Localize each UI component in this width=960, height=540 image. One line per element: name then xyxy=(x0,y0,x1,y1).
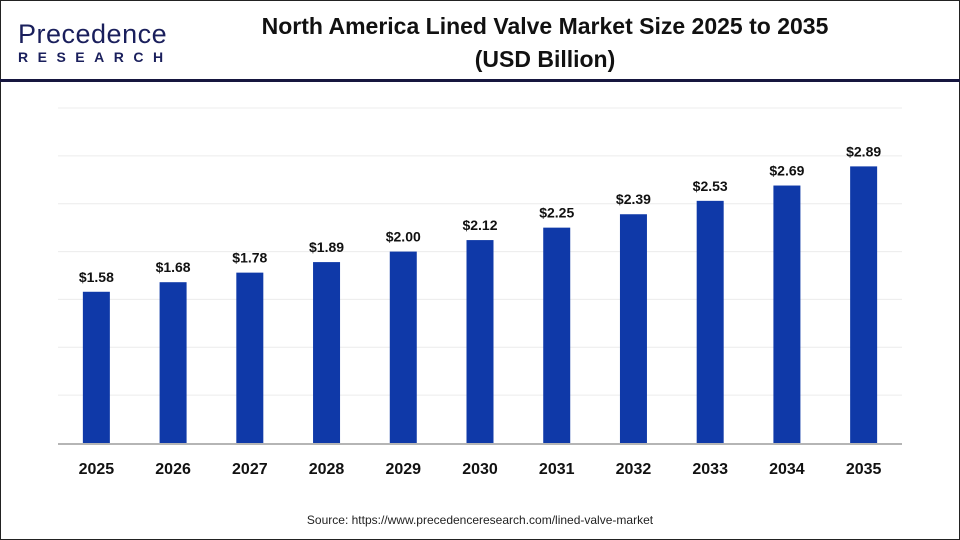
logo-wordmark: Precedence xyxy=(18,19,168,49)
bar-2030 xyxy=(466,240,494,443)
data-label: $1.89 xyxy=(309,239,344,255)
x-tick-label: 2027 xyxy=(232,461,268,478)
bar-2026 xyxy=(159,282,187,443)
bar-2031 xyxy=(543,227,571,443)
bar-2032 xyxy=(619,214,647,443)
bar-2025 xyxy=(82,291,110,443)
chart-title: North America Lined Valve Market Size 20… xyxy=(230,10,860,76)
title-line-1: North America Lined Valve Market Size 20… xyxy=(261,13,829,39)
header-divider xyxy=(0,79,960,82)
data-label: $2.69 xyxy=(769,163,804,179)
x-tick-label: 2029 xyxy=(385,461,421,478)
bar-2034 xyxy=(773,185,801,443)
x-tick-label: 2026 xyxy=(155,461,191,478)
x-tick-label: 2031 xyxy=(539,461,575,478)
data-label: $2.53 xyxy=(693,178,728,194)
data-label: $2.00 xyxy=(386,229,421,245)
title-line-2: (USD Billion) xyxy=(474,46,616,72)
x-tick-label: 2033 xyxy=(692,461,728,478)
data-label: $2.89 xyxy=(846,143,881,159)
logo-subtitle: RESEARCH xyxy=(18,49,173,65)
bar-2028 xyxy=(313,262,341,443)
logo: Precedence RESEARCH xyxy=(18,20,173,65)
bar-2029 xyxy=(389,251,417,443)
bar-2027 xyxy=(236,272,264,443)
x-tick-label: 2028 xyxy=(309,461,345,478)
x-tick-label: 2032 xyxy=(616,461,652,478)
data-label: $2.12 xyxy=(462,217,497,233)
bar-2033 xyxy=(696,200,724,443)
x-tick-label: 2025 xyxy=(79,461,115,478)
data-label: $1.78 xyxy=(232,250,267,266)
data-label: $2.39 xyxy=(616,191,651,207)
data-label: $1.58 xyxy=(79,269,114,285)
source-note: Source: https://www.precedenceresearch.c… xyxy=(306,513,654,527)
x-tick-label: 2030 xyxy=(462,461,498,478)
data-label: $1.68 xyxy=(156,259,191,275)
bar-2035 xyxy=(850,166,878,443)
x-tick-label: 2034 xyxy=(769,461,805,478)
data-label: $2.25 xyxy=(539,205,574,221)
x-tick-label: 2035 xyxy=(846,461,882,478)
